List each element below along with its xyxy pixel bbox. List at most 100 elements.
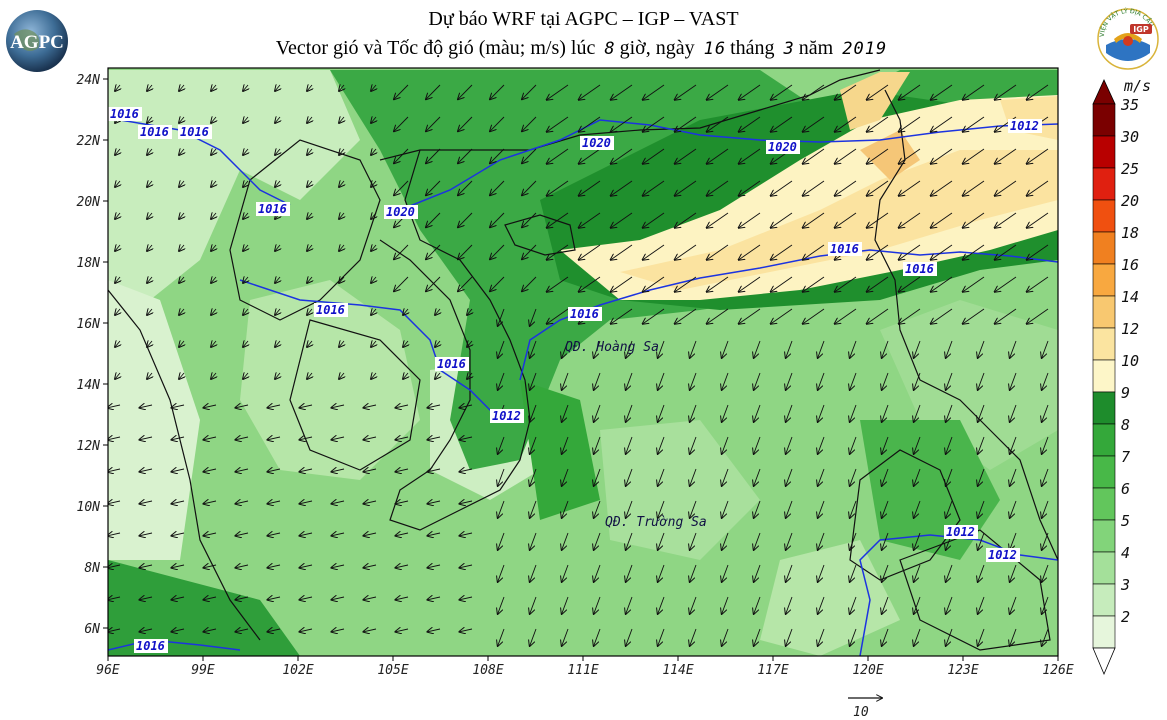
colorbar-label: 2 bbox=[1121, 608, 1130, 626]
wind-vector bbox=[307, 213, 312, 219]
wind-vector bbox=[754, 468, 761, 486]
wind-vector bbox=[395, 629, 409, 632]
wind-vector bbox=[331, 533, 345, 536]
wind-vector bbox=[658, 628, 665, 646]
truong-sa-label: QĐ. Trường Sa bbox=[605, 515, 707, 530]
wind-vector bbox=[771, 212, 793, 228]
wind-vector bbox=[931, 212, 953, 228]
wind-vector bbox=[339, 341, 344, 347]
wind-vector bbox=[235, 565, 249, 568]
wind-vector bbox=[235, 629, 249, 632]
wind-vector bbox=[914, 436, 921, 454]
lat-label: 14N bbox=[77, 378, 101, 393]
wind-vector bbox=[754, 564, 761, 582]
wind-vector bbox=[867, 84, 889, 100]
wind-vector bbox=[1027, 212, 1049, 228]
wind-vector bbox=[818, 468, 825, 486]
wind-vector bbox=[267, 437, 281, 440]
wind-vector bbox=[626, 436, 633, 454]
wind-vector bbox=[978, 532, 985, 550]
isobar-label: 1012 bbox=[986, 548, 1020, 562]
wind-vector bbox=[530, 628, 537, 646]
wind-vector bbox=[395, 565, 409, 568]
wind-vector bbox=[579, 148, 601, 164]
wind-vector bbox=[530, 532, 537, 550]
wind-vector bbox=[530, 308, 537, 326]
wind-vector bbox=[690, 628, 697, 646]
wind-vector bbox=[1010, 340, 1017, 358]
wind-vector bbox=[211, 309, 216, 315]
wind-vector bbox=[203, 437, 217, 440]
colorbar-label: 25 bbox=[1121, 160, 1139, 178]
hour-word: giờ, ngày bbox=[619, 37, 695, 59]
colorbar-swatch bbox=[1092, 615, 1116, 649]
wind-vector bbox=[530, 596, 537, 614]
wind-vector bbox=[1042, 468, 1049, 486]
wind-vector bbox=[339, 181, 344, 187]
wind-vector bbox=[579, 116, 601, 132]
wind-vector bbox=[203, 597, 217, 600]
wind-vector bbox=[594, 468, 601, 486]
colorbar-swatch bbox=[1092, 359, 1116, 393]
wind-vector bbox=[675, 276, 697, 292]
wind-vector bbox=[267, 501, 281, 504]
wind-vector bbox=[371, 309, 376, 315]
wind-vector bbox=[594, 340, 601, 358]
wind-vector bbox=[914, 500, 921, 518]
wind-vector bbox=[1010, 628, 1017, 646]
wind-vector bbox=[931, 308, 953, 324]
wind-vector bbox=[850, 596, 857, 614]
igp-logo: VIỆN VẬT LÝ ĐỊA CẦU IGP bbox=[1097, 6, 1159, 70]
wind-vector bbox=[562, 372, 569, 390]
wind-vector bbox=[243, 277, 248, 283]
wind-vector bbox=[914, 468, 921, 486]
wind-vector bbox=[978, 340, 985, 358]
wind-vector bbox=[363, 501, 377, 504]
wind-vector bbox=[498, 340, 505, 358]
wind-vector bbox=[643, 116, 665, 132]
wind-vector bbox=[403, 341, 408, 347]
wind-vector bbox=[211, 117, 216, 123]
lon-label: 105E bbox=[377, 663, 408, 678]
wind-vector bbox=[995, 212, 1017, 228]
wind-vector bbox=[331, 437, 345, 440]
wind-vector bbox=[771, 180, 793, 196]
wind-vector bbox=[643, 308, 665, 324]
wind-vector bbox=[803, 244, 825, 260]
wind-vector bbox=[395, 597, 409, 600]
wind-vector bbox=[786, 404, 793, 422]
wind-vector bbox=[394, 244, 409, 259]
wind-vector bbox=[331, 597, 345, 600]
wind-vector bbox=[690, 500, 697, 518]
isobar-label: 1016 bbox=[568, 307, 602, 321]
wind-vector bbox=[371, 245, 376, 251]
wind-vector bbox=[339, 277, 344, 283]
wind-vector bbox=[882, 468, 889, 486]
wind-vector bbox=[707, 212, 729, 228]
wind-vector bbox=[331, 405, 345, 408]
wind-vector bbox=[458, 180, 473, 195]
wind-vector bbox=[867, 276, 889, 292]
wind-vector bbox=[203, 405, 217, 408]
wind-vectors bbox=[108, 84, 1049, 646]
wind-vector bbox=[722, 564, 729, 582]
wind-vector bbox=[1010, 404, 1017, 422]
wind-vector bbox=[243, 213, 248, 219]
wind-vector bbox=[818, 596, 825, 614]
wind-vector bbox=[267, 405, 281, 408]
wind-vector bbox=[978, 564, 985, 582]
wind-vector bbox=[722, 468, 729, 486]
wind-vector bbox=[211, 245, 216, 251]
wind-vector bbox=[722, 596, 729, 614]
wind-vector bbox=[707, 148, 729, 164]
svg-text:1020: 1020 bbox=[768, 140, 797, 154]
wind-vector bbox=[899, 244, 921, 260]
igp-badge-text: IGP bbox=[1133, 25, 1149, 34]
wind-vector bbox=[690, 596, 697, 614]
wind-vector bbox=[522, 84, 537, 99]
svg-text:1020: 1020 bbox=[582, 136, 611, 150]
wind-vector bbox=[899, 84, 921, 100]
wind-vector bbox=[339, 213, 344, 219]
svg-text:1012: 1012 bbox=[1010, 119, 1039, 133]
wind-vector bbox=[275, 117, 280, 123]
